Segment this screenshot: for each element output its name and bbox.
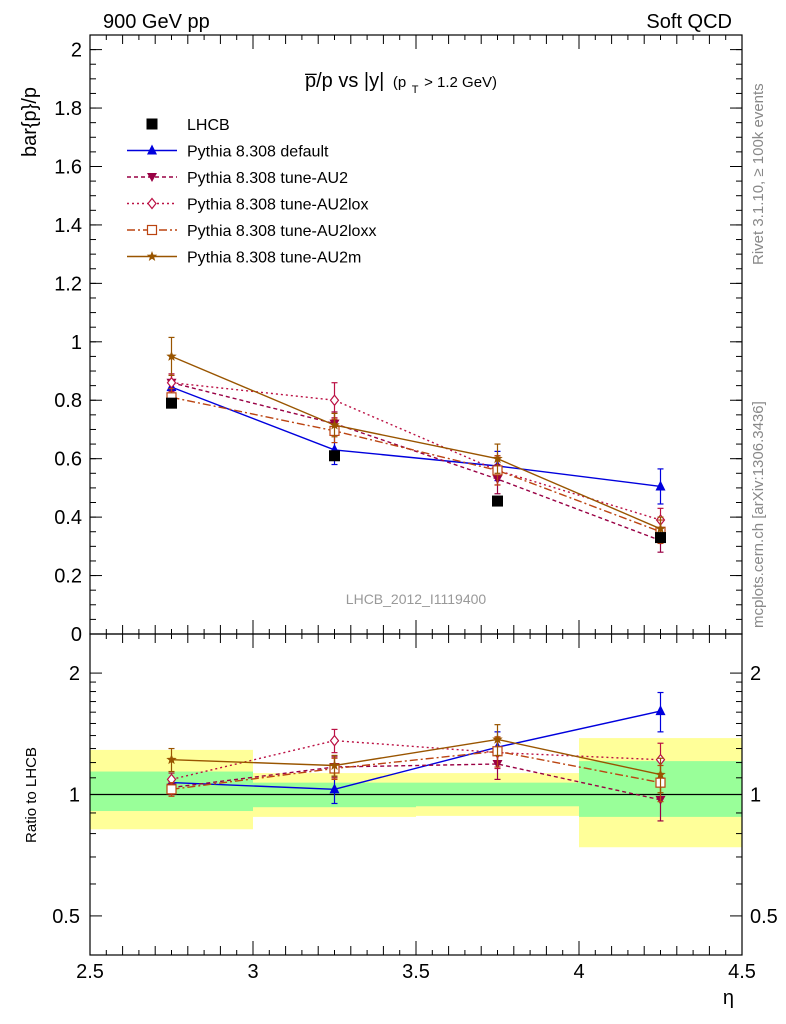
- ratio-ytick-label-left-1: 1: [69, 785, 80, 807]
- main-series-1-line: [171, 382, 661, 542]
- lhcb-data-point-1: [329, 450, 340, 462]
- legend-marker-4: [146, 224, 158, 236]
- lhcb-data-point-2: [492, 495, 503, 507]
- legend-marker-2: [147, 173, 157, 182]
- legend-marker-5: [146, 251, 158, 261]
- legend-marker-0: [146, 118, 158, 130]
- mcplots-label: mcplots.cern.ch [arXiv:1306.3436]: [750, 401, 767, 628]
- legend-label-3: Pythia 8.308 tune-AU2lox: [187, 197, 368, 214]
- legend: LHCB Pythia 8.308 default Pythia 8.308 tun…: [127, 117, 376, 267]
- ratio-ytick-label-right-2: 2: [750, 663, 761, 685]
- ratio-ytick-label-left-0: 0.5: [52, 906, 80, 928]
- main-y-axis-label: bar{p}/p: [19, 87, 41, 157]
- main-ytick-label-4: 0.8: [54, 390, 82, 412]
- main-ytick-label-0: 0: [71, 624, 82, 646]
- rivet-version-label: Rivet 3.1.10, ≥ 100k events: [750, 83, 767, 265]
- main-ytick-label-6: 1.2: [54, 273, 82, 295]
- analysis-watermark: LHCB_2012_I1119400: [346, 591, 487, 607]
- xtick-label-1: 3: [247, 961, 258, 983]
- ratio-series-1-line: [171, 763, 661, 801]
- main-ytick-label-3: 0.6: [54, 449, 82, 471]
- ratio-ytick-label-right-0: 0.5: [750, 906, 778, 928]
- ratio-y-axis-label: Ratio to LHCB: [23, 747, 40, 843]
- ratio-ytick-label-right-1: 1: [750, 785, 761, 807]
- plot-title: p̅/p vs |y| (p T > 1.2 GeV): [305, 70, 497, 98]
- ratio-series-0-line: [171, 710, 661, 791]
- xtick-label-4: 4.5: [728, 961, 756, 983]
- main-ytick-label-1: 0.2: [54, 566, 82, 588]
- ratio-series-0-point-1: [329, 783, 340, 794]
- legend-marker-3: [147, 197, 157, 210]
- main-series-4-point-0: [166, 350, 177, 361]
- legend-label-4: Pythia 8.308 tune-AU2loxx: [187, 223, 376, 240]
- main-series-4-point-2: [492, 453, 503, 464]
- ratio-series-0-point-3: [655, 705, 666, 716]
- main-ytick-label-9: 1.8: [54, 98, 82, 120]
- ratio-series-4-point-0: [166, 754, 177, 765]
- ratio-series-4-point-3: [655, 769, 666, 780]
- legend-label-2: Pythia 8.308 tune-AU2: [187, 170, 348, 187]
- main-series-4-point-3: [655, 523, 666, 534]
- header-right-label: Soft QCD: [646, 11, 732, 33]
- legend-marker-1: [147, 144, 157, 155]
- header-left-label: 900 GeV pp: [103, 11, 210, 33]
- main-series-2-point-0: [166, 376, 177, 389]
- legend-label-5: Pythia 8.308 tune-AU2m: [187, 250, 361, 267]
- legend-label-0: LHCB: [187, 117, 230, 134]
- main-ytick-label-2: 0.4: [54, 507, 82, 529]
- main-series-0-point-3: [655, 480, 666, 491]
- ratio-series-3-line: [171, 750, 661, 790]
- main-series-3-line: [171, 396, 661, 533]
- lhcb-data-point-0: [166, 397, 177, 409]
- main-series-4-point-1: [329, 419, 340, 430]
- x-axis-label: η: [723, 987, 734, 1009]
- main-series-2-point-1: [329, 394, 340, 407]
- main-ytick-label-10: 2: [71, 40, 82, 62]
- axes-frame: 0 0.2 0.4 0.6 0.8 1 1.2 1.4 1.6 1.8 2 0.5 0.5 1 1 2 2 2.5…: [52, 34, 778, 983]
- main-series-0-line: [171, 386, 661, 488]
- ratio-plot-area: [166, 691, 666, 822]
- ratio-series-3-point-0: [166, 784, 177, 795]
- main-series-lines: [166, 336, 666, 553]
- plot-title-sub-subscript: T: [412, 84, 419, 96]
- lhcb-data-point-3: [655, 532, 666, 544]
- main-ytick-label-5: 1: [71, 332, 82, 354]
- xtick-label-0: 2.5: [76, 961, 104, 983]
- ratio-series-4-point-2: [492, 733, 503, 744]
- plot-title-sub: (p: [393, 74, 406, 91]
- xtick-label-3: 4: [573, 961, 584, 983]
- legend-label-1: Pythia 8.308 default: [187, 144, 329, 161]
- ratio-ytick-label-left-2: 2: [69, 663, 80, 685]
- ratio-series-4-point-1: [329, 760, 340, 770]
- ratio-series-4-line: [171, 738, 661, 776]
- main-ytick-label-8: 1.6: [54, 156, 82, 178]
- ratio-series-2-point-1: [329, 734, 340, 747]
- xtick-label-2: 3.5: [402, 961, 430, 983]
- plot-title-main: p̅/p vs |y|: [305, 70, 384, 92]
- main-ytick-label-7: 1.4: [54, 215, 82, 237]
- ratio-uncertainty-bands: [90, 738, 742, 848]
- plot-title-sub-tail: > 1.2 GeV): [424, 74, 497, 91]
- main-series-4-line: [171, 355, 661, 530]
